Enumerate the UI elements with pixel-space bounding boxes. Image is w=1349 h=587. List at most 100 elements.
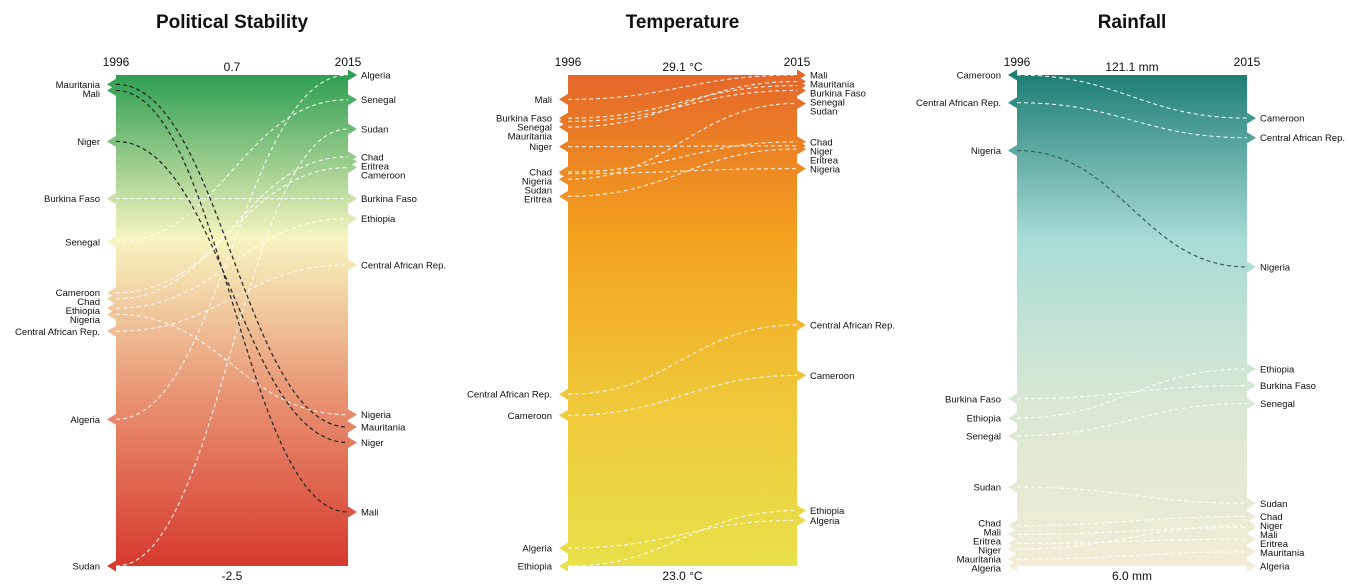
label-start-mauritania: Mauritania [56, 80, 101, 91]
label-start-algeria: Algeria [70, 415, 100, 426]
series-line-burkina-faso [1016, 385, 1248, 400]
label-start-cameroon: Cameroon [56, 288, 100, 299]
series-line-central-african-rep [1016, 102, 1248, 139]
marker-start-senegal [107, 236, 116, 248]
marker-start-niger [107, 135, 116, 147]
marker-end-burkina-faso [1247, 380, 1256, 392]
marker-end-eritrea [1247, 533, 1256, 545]
label-end-eritrea: Eritrea [810, 155, 839, 166]
label-end-senegal: Senegal [361, 95, 396, 106]
marker-end-sudan [797, 97, 806, 109]
label-start-burkina-faso: Burkina Faso [945, 394, 1001, 405]
series-line-mali [1016, 527, 1248, 535]
label-start-mali: Mali [535, 95, 552, 106]
series-line-niger [1016, 524, 1248, 550]
marker-end-nigeria [1247, 261, 1256, 273]
series-line-ethiopia [567, 510, 798, 567]
marker-end-mauritania [348, 421, 357, 433]
series-line-central-african-rep [115, 264, 349, 332]
marker-start-burkina-faso [1008, 393, 1017, 405]
label-end-chad: Chad [810, 137, 833, 148]
gradient-band [116, 75, 348, 566]
label-start-eritrea: Eritrea [524, 194, 553, 205]
label-end-mali: Mali [361, 507, 378, 518]
label-start-sudan: Sudan [73, 562, 100, 573]
label-start-niger: Niger [529, 142, 552, 153]
label-end-algeria: Algeria [1260, 562, 1290, 573]
series-line-ethiopia [1016, 368, 1248, 419]
series-line-algeria [115, 74, 349, 420]
marker-end-algeria [348, 69, 357, 81]
marker-end-sudan [348, 123, 357, 135]
label-end-mali: Mali [810, 71, 827, 82]
label-start-mali: Mali [83, 89, 100, 100]
chart-title: Rainfall [1098, 12, 1167, 33]
marker-end-niger [1247, 519, 1256, 531]
marker-end-nigeria [797, 163, 806, 175]
chart-temperature: Temperature 1996 2015 29.1 °C 23.0 °C Mali Bur… [467, 12, 895, 583]
label-end-nigeria: Nigeria [1260, 262, 1291, 273]
series-line-mali [567, 74, 798, 100]
label-start-mauritania: Mauritania [957, 555, 1002, 566]
year-label-end: 2015 [335, 55, 362, 69]
label-end-mali: Mali [1260, 530, 1277, 541]
min-value-label: 6.0 mm [1112, 569, 1152, 582]
label-end-mauritania: Mauritania [1260, 548, 1305, 559]
marker-start-ethiopia [559, 560, 568, 572]
label-start-eritrea: Eritrea [973, 537, 1002, 548]
series-line-burkina-faso [567, 85, 798, 119]
label-end-central-african-rep: Central African Rep. [1260, 133, 1345, 144]
marker-end-central-african-rep [797, 319, 806, 331]
label-end-burkina-faso: Burkina Faso [361, 194, 417, 205]
label-start-central-african-rep: Central African Rep. [15, 327, 100, 338]
chart-political-stability: Political Stability 1996 2015 0.7 -2.5 Maurit… [15, 12, 446, 583]
max-value-label: 0.7 [224, 60, 241, 74]
marker-end-ethiopia [797, 505, 806, 517]
series-line-chad [567, 141, 798, 173]
label-start-central-african-rep: Central African Rep. [467, 390, 552, 401]
marker-end-cameroon [1247, 112, 1256, 124]
label-end-niger: Niger [810, 146, 833, 157]
label-start-senegal: Senegal [65, 237, 100, 248]
series-line-sudan [567, 102, 798, 180]
label-end-cameroon: Cameroon [1260, 114, 1304, 125]
label-start-chad: Chad [978, 519, 1001, 530]
label-end-burkina-faso: Burkina Faso [1260, 381, 1316, 392]
marker-start-nigeria [1008, 145, 1017, 157]
marker-end-mauritania [1247, 546, 1256, 558]
marker-start-eritrea [559, 190, 568, 202]
label-end-chad: Chad [361, 152, 384, 163]
series-line-mauritania [1016, 551, 1248, 560]
series-line-niger [567, 145, 798, 148]
marker-start-senegal [1008, 430, 1017, 442]
year-label-end: 2015 [1234, 55, 1261, 69]
label-start-ethiopia: Ethiopia [518, 562, 553, 573]
marker-start-central-african-rep [107, 325, 116, 337]
marker-end-senegal [1247, 397, 1256, 409]
marker-end-niger [348, 436, 357, 448]
marker-start-sudan [1008, 481, 1017, 493]
label-end-mauritania: Mauritania [361, 423, 406, 434]
label-start-algeria: Algeria [522, 544, 552, 555]
label-start-niger: Niger [77, 137, 100, 148]
min-value-label: 23.0 °C [662, 569, 702, 582]
label-start-ethiopia: Ethiopia [66, 306, 101, 317]
marker-start-burkina-faso [107, 193, 116, 205]
label-end-eritrea: Eritrea [1260, 539, 1289, 550]
max-value-label: 29.1 °C [662, 60, 702, 74]
series-line-niger [115, 140, 349, 444]
label-start-nigeria: Nigeria [971, 146, 1002, 157]
marker-start-sudan [107, 560, 116, 572]
marker-end-eritrea [348, 155, 357, 167]
label-start-central-african-rep: Central African Rep. [916, 98, 1001, 109]
marker-end-sudan [1247, 497, 1256, 509]
series-line-mauritania [567, 80, 798, 128]
label-end-chad: Chad [1260, 512, 1283, 523]
marker-start-niger [559, 141, 568, 153]
series-line-eritrea [1016, 538, 1248, 544]
marker-start-central-african-rep [1008, 97, 1017, 109]
gradient-band [1017, 75, 1247, 566]
year-label-end: 2015 [784, 55, 811, 69]
marker-end-ethiopia [348, 213, 357, 225]
label-start-senegal: Senegal [517, 123, 552, 134]
